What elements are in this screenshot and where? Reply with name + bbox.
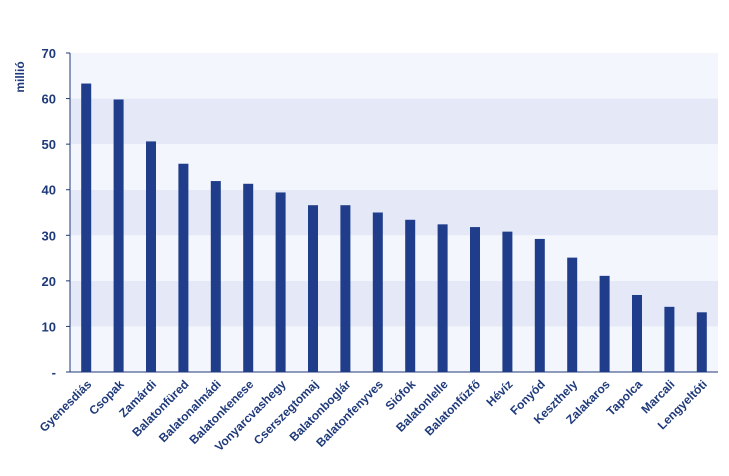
bar — [178, 163, 189, 372]
bar — [599, 275, 610, 372]
bars-group — [81, 83, 707, 373]
grid-band — [70, 98, 718, 145]
bar — [243, 183, 254, 372]
y-tick-label: 20 — [42, 274, 56, 289]
y-tick-label: 40 — [42, 183, 56, 198]
y-axis-unit-label: millió — [13, 61, 27, 92]
grid-band — [70, 144, 718, 190]
bar — [81, 83, 92, 372]
y-tick-label: 70 — [42, 46, 56, 61]
bar — [340, 205, 351, 372]
bar — [146, 141, 156, 372]
x-tick-label: Gyenesdiás — [37, 377, 95, 435]
y-tick-label: - — [52, 365, 56, 380]
bar — [632, 294, 642, 372]
bar — [664, 306, 675, 372]
y-tick-label: 60 — [42, 92, 56, 107]
bar — [696, 312, 707, 372]
bar — [275, 192, 286, 372]
bar — [372, 212, 383, 372]
axes-group — [66, 52, 718, 373]
x-tick-label: Tapolca — [604, 377, 646, 419]
bar — [534, 238, 545, 372]
y-tick-label: 30 — [42, 228, 56, 243]
bar — [210, 181, 221, 372]
grid-band — [70, 235, 718, 281]
grid-band — [70, 189, 718, 236]
bar — [502, 231, 513, 372]
bar — [308, 205, 318, 372]
bar — [113, 99, 124, 373]
grid-band — [70, 53, 718, 99]
bar — [405, 219, 416, 372]
x-category-labels: GyenesdiásCsopakZamárdiBalatonfüredBalat… — [37, 377, 710, 454]
grid-bands — [70, 53, 718, 372]
bar — [470, 227, 480, 372]
grid-band — [70, 326, 718, 372]
bar — [437, 224, 448, 372]
y-tick-label: 50 — [42, 137, 56, 152]
grid-band — [70, 280, 718, 327]
y-tick-label: 10 — [42, 319, 56, 334]
y-tick-labels: - 10 20 30 40 50 60 70 — [42, 46, 56, 380]
bar — [567, 257, 578, 372]
